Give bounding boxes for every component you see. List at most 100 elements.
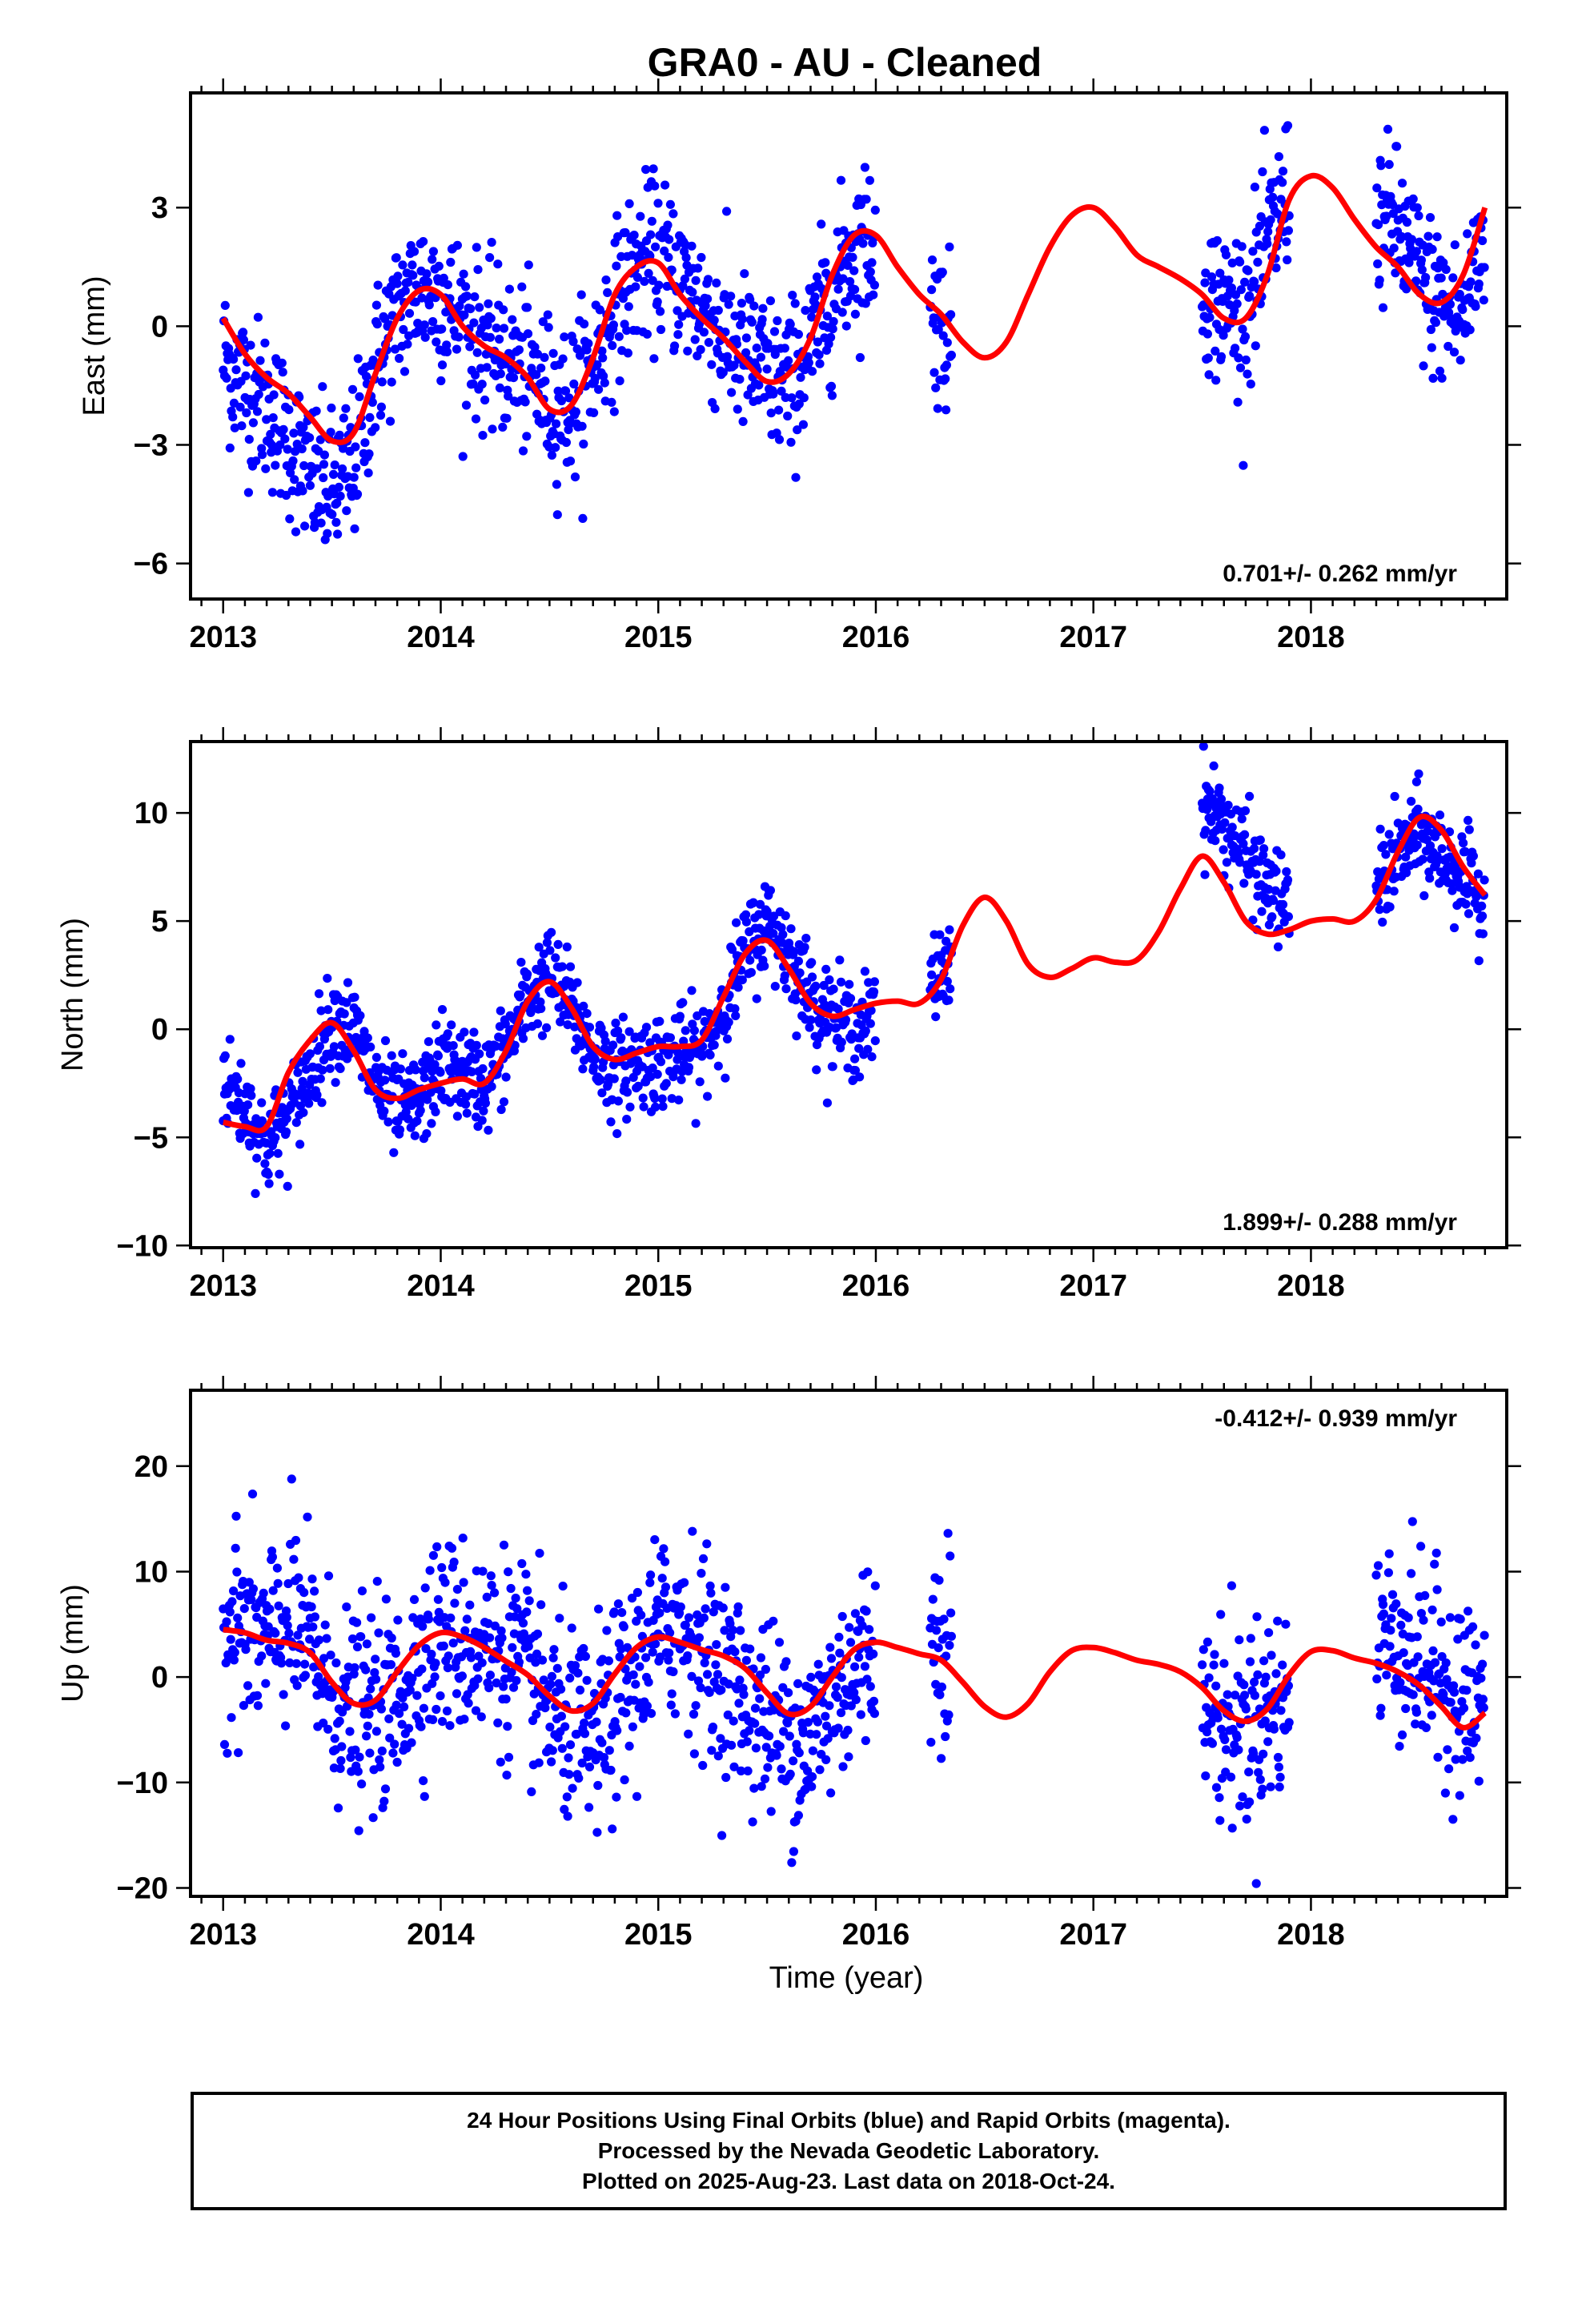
north-x-ticks xyxy=(200,727,1487,1262)
data-point xyxy=(1407,1517,1417,1526)
data-point xyxy=(354,1826,363,1835)
data-point xyxy=(1455,1791,1464,1800)
data-point xyxy=(557,1743,567,1753)
data-point xyxy=(446,1613,456,1622)
data-point xyxy=(1240,1691,1250,1700)
data-point xyxy=(1259,1749,1268,1759)
data-point xyxy=(275,440,285,450)
x-tick-label: 2015 xyxy=(624,1269,693,1303)
data-point xyxy=(485,332,496,342)
data-point xyxy=(849,266,859,275)
data-point xyxy=(863,1567,873,1577)
data-point xyxy=(1284,1718,1294,1727)
data-point xyxy=(1204,1673,1214,1683)
data-point xyxy=(223,1748,232,1758)
data-point xyxy=(552,510,562,520)
data-point xyxy=(568,336,578,347)
data-point xyxy=(289,1554,299,1564)
data-point xyxy=(1243,266,1253,275)
data-point xyxy=(335,1716,344,1726)
data-point xyxy=(608,1824,617,1834)
data-point xyxy=(1250,1691,1259,1700)
data-point xyxy=(1447,886,1457,895)
data-point xyxy=(252,1153,262,1163)
data-point xyxy=(291,1659,301,1668)
data-point xyxy=(793,956,804,966)
east-plot-area xyxy=(219,121,1489,545)
data-point xyxy=(861,1735,870,1746)
data-point xyxy=(247,1594,256,1604)
data-point xyxy=(665,1033,676,1043)
data-point xyxy=(687,1671,697,1681)
data-point xyxy=(1222,858,1231,867)
data-point xyxy=(944,1710,954,1719)
data-point xyxy=(729,1762,739,1771)
data-point xyxy=(845,291,856,301)
data-point xyxy=(699,328,709,337)
data-point xyxy=(496,1006,505,1015)
data-point xyxy=(386,1660,396,1670)
data-point xyxy=(351,442,360,452)
data-point xyxy=(496,1104,506,1115)
data-point xyxy=(865,267,875,277)
data-point xyxy=(327,509,337,520)
data-point xyxy=(383,1117,393,1127)
data-point xyxy=(869,1709,879,1719)
data-point xyxy=(937,1754,946,1763)
data-point xyxy=(712,1640,721,1650)
data-point xyxy=(1413,1652,1423,1662)
data-point xyxy=(597,346,607,356)
data-point xyxy=(1412,840,1422,850)
data-point xyxy=(1241,355,1251,365)
data-point xyxy=(475,1049,484,1059)
data-point xyxy=(427,1650,436,1659)
data-point xyxy=(1375,905,1384,915)
data-point xyxy=(1246,1634,1255,1643)
data-point xyxy=(1271,1669,1281,1679)
data-point xyxy=(1216,1610,1226,1619)
data-point xyxy=(404,308,415,318)
data-point xyxy=(508,373,519,383)
data-point xyxy=(467,1067,476,1076)
data-point xyxy=(642,329,652,339)
data-point xyxy=(273,1578,283,1588)
data-point xyxy=(327,403,336,413)
data-point xyxy=(561,437,572,448)
data-point xyxy=(825,1642,835,1652)
data-point xyxy=(279,424,288,434)
data-point xyxy=(518,446,528,456)
data-point xyxy=(499,1540,509,1550)
data-point xyxy=(305,1049,315,1059)
data-point xyxy=(267,1552,277,1562)
data-point xyxy=(514,1657,524,1667)
data-point xyxy=(558,1582,568,1591)
data-point xyxy=(1274,1763,1283,1772)
data-point xyxy=(608,340,617,351)
data-point xyxy=(251,456,261,466)
data-point xyxy=(691,275,701,285)
data-point xyxy=(391,1648,400,1658)
data-point xyxy=(798,420,809,429)
data-point xyxy=(375,1755,384,1765)
data-point xyxy=(299,460,309,471)
y-tick-label: −10 xyxy=(117,1767,168,1800)
data-point xyxy=(442,340,452,350)
data-point xyxy=(477,1116,487,1125)
data-point xyxy=(580,1729,590,1739)
data-point xyxy=(680,274,690,283)
data-point xyxy=(1258,1784,1267,1794)
data-point xyxy=(411,1065,420,1075)
data-point xyxy=(1203,329,1212,339)
data-point xyxy=(246,1084,255,1094)
data-point xyxy=(658,1102,668,1112)
data-point xyxy=(387,1051,396,1060)
data-point xyxy=(765,296,776,306)
data-point xyxy=(734,1699,744,1708)
data-point xyxy=(300,1671,310,1680)
data-point xyxy=(1235,257,1245,267)
data-point xyxy=(1200,870,1210,879)
data-point xyxy=(648,164,658,174)
data-point xyxy=(545,946,555,955)
data-point xyxy=(558,354,568,364)
data-point xyxy=(1403,1613,1413,1622)
